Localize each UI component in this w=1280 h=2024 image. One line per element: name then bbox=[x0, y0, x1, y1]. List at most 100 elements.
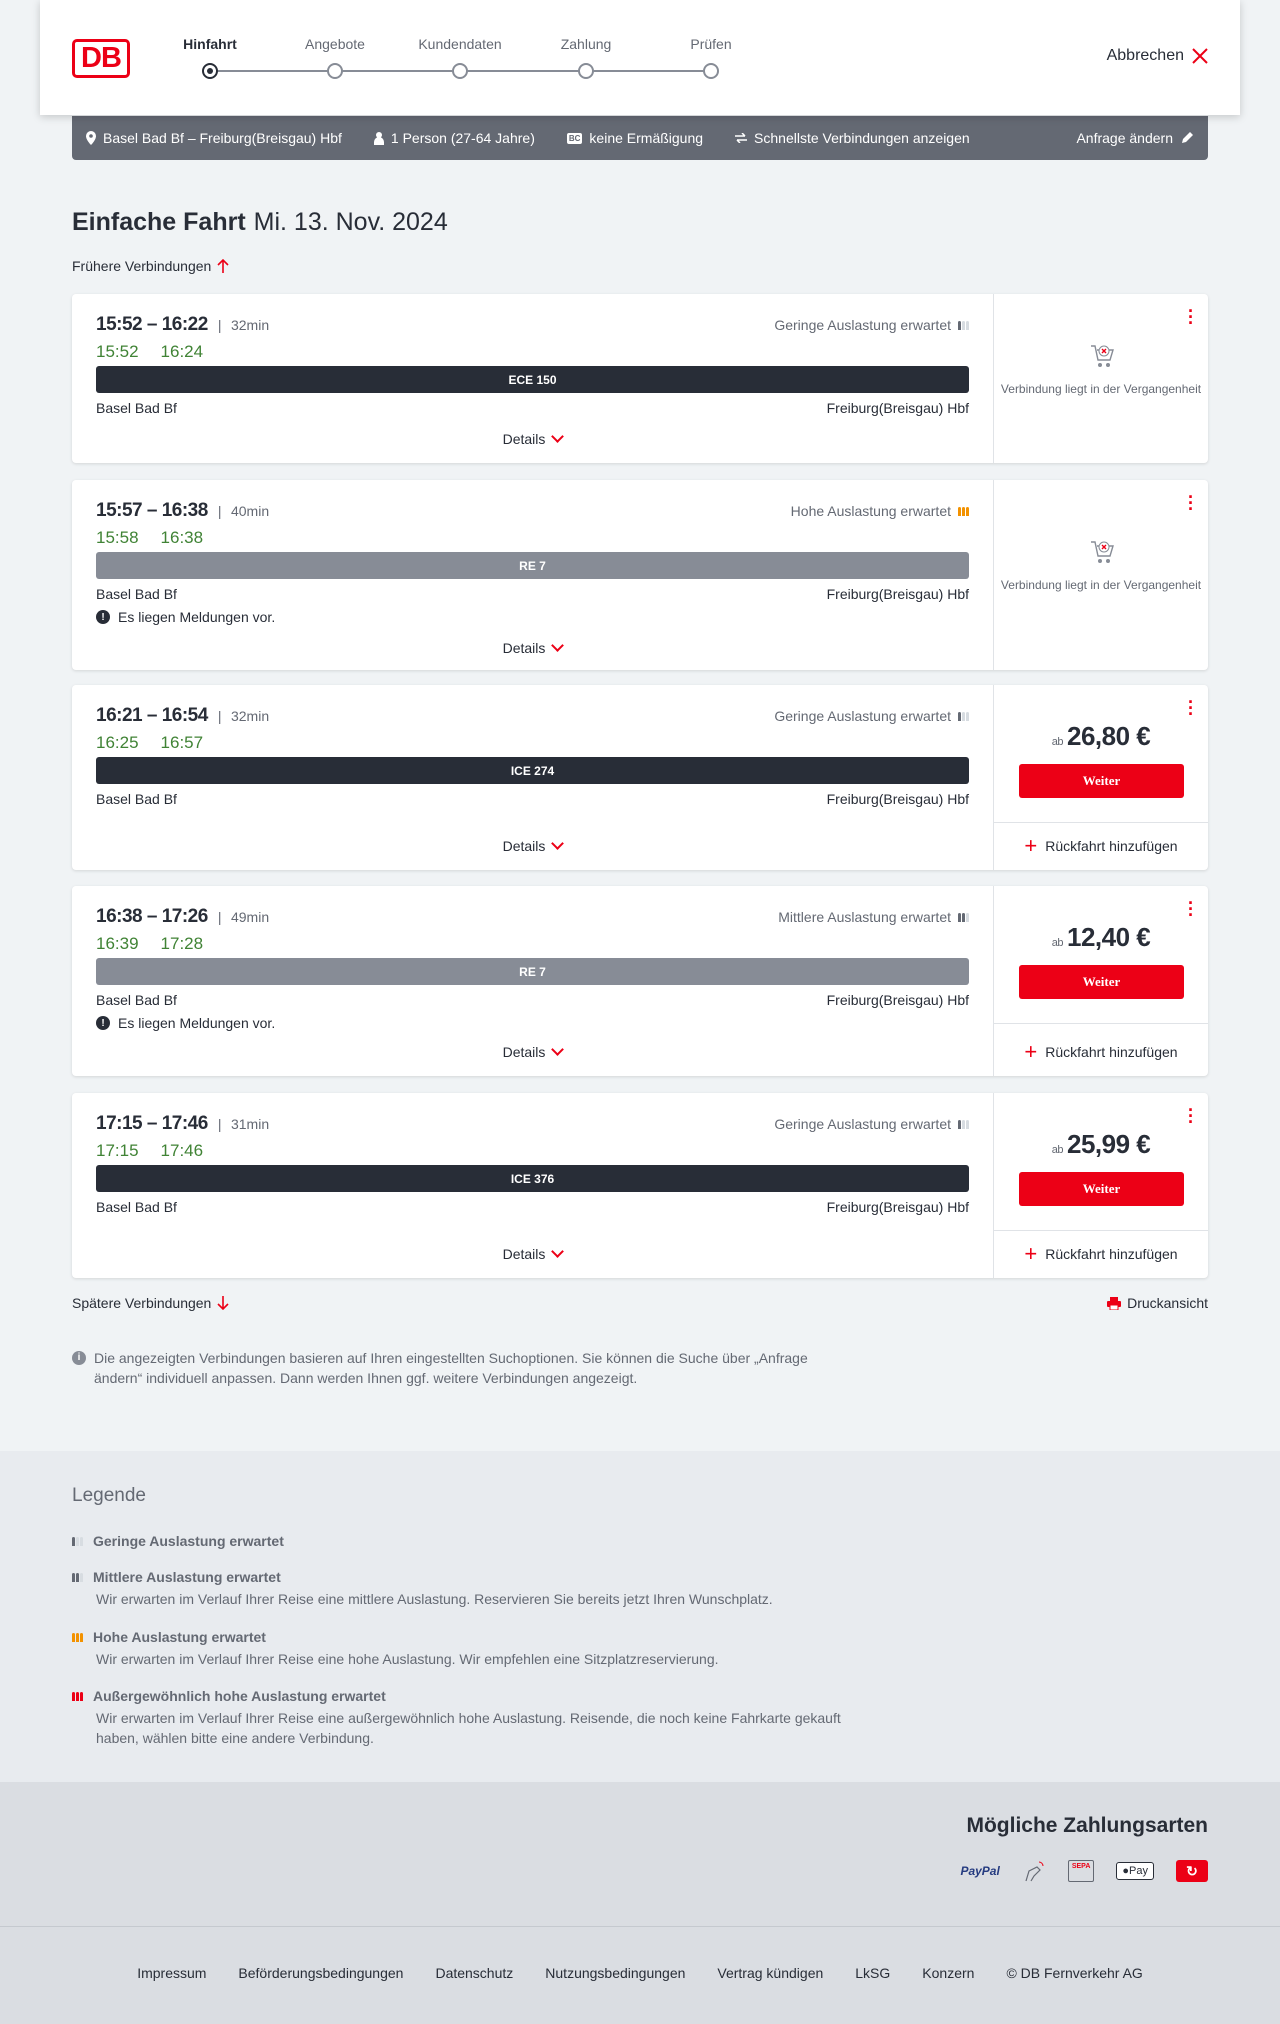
sepa-icon: SEPA bbox=[1067, 1860, 1095, 1882]
details-toggle[interactable]: Details bbox=[72, 639, 993, 656]
load-text: Mittlere Auslastung erwartet bbox=[778, 909, 951, 925]
continue-button[interactable]: Weiter bbox=[1019, 965, 1184, 999]
details-toggle[interactable]: Details bbox=[72, 1043, 993, 1060]
load-indicator: Geringe Auslastung erwartet bbox=[774, 708, 969, 724]
plus-icon: + bbox=[1024, 833, 1038, 858]
more-options-icon[interactable]: · · · bbox=[1188, 487, 1194, 519]
divider bbox=[994, 822, 1208, 823]
query-summary-bar: Basel Bad Bf – Freiburg(Breisgau) Hbf 1 … bbox=[72, 116, 1208, 160]
print-label: Druckansicht bbox=[1127, 1295, 1208, 1311]
load-indicator: Mittlere Auslastung erwartet bbox=[778, 909, 969, 925]
continue-button[interactable]: Weiter bbox=[1019, 764, 1184, 798]
alert-icon: ! bbox=[96, 610, 110, 624]
alert-icon: ! bbox=[96, 1016, 110, 1030]
realtime-arrival: 16:38 bbox=[160, 528, 204, 547]
details-toggle[interactable]: Details bbox=[72, 430, 993, 447]
exceptional-load-icon bbox=[72, 1691, 83, 1701]
scheduled-times: 15:57 – 16:38 bbox=[96, 500, 208, 521]
footer-link-datenschutz[interactable]: Datenschutz bbox=[435, 1965, 514, 1981]
load-level-icon bbox=[958, 506, 969, 516]
duration: 40min bbox=[230, 503, 270, 519]
realtime-times: 15:58 16:38 bbox=[96, 528, 203, 548]
footer-link-nutzung[interactable]: Nutzungsbedingungen bbox=[545, 1965, 686, 1981]
connection-card: 16:21 – 16:54 | 32min 16:25 16:57 Geringe A… bbox=[72, 685, 1208, 870]
query-person[interactable]: 1 Person (27-64 Jahre) bbox=[373, 130, 535, 146]
paypal-icon: PayPal bbox=[960, 1864, 999, 1878]
connection-card: 15:57 – 16:38 | 40min 15:58 16:38 Hohe Ausl… bbox=[72, 480, 1208, 670]
arrival-station: Freiburg(Breisgau) Hbf bbox=[826, 992, 969, 1008]
details-toggle[interactable]: Details bbox=[72, 837, 993, 854]
details-toggle[interactable]: Details bbox=[72, 1245, 993, 1262]
load-level-icon bbox=[958, 320, 969, 330]
train-bar[interactable]: ICE 376 bbox=[96, 1165, 969, 1192]
add-return-button[interactable]: + Rückfahrt hinzufügen bbox=[994, 1039, 1208, 1064]
db-logo[interactable]: DB bbox=[72, 39, 130, 78]
more-options-icon[interactable]: · · · bbox=[1188, 1100, 1194, 1132]
load-indicator: Hohe Auslastung erwartet bbox=[791, 503, 969, 519]
step-dot-active bbox=[202, 63, 218, 79]
footer-link-kuendigen[interactable]: Vertrag kündigen bbox=[717, 1965, 824, 1981]
plus-icon: + bbox=[1024, 1039, 1038, 1064]
realtime-times: 16:25 16:57 bbox=[96, 733, 203, 753]
continue-button[interactable]: Weiter bbox=[1019, 1172, 1184, 1206]
train-bar[interactable]: ECE 150 bbox=[96, 366, 969, 393]
earlier-connections-link[interactable]: Frühere Verbindungen bbox=[72, 258, 229, 274]
message-text: Es liegen Meldungen vor. bbox=[118, 1015, 276, 1031]
printer-icon bbox=[1107, 1296, 1122, 1310]
train-bar[interactable]: RE 7 bbox=[96, 552, 969, 579]
details-label: Details bbox=[502, 640, 546, 656]
footer-link-befoerderung[interactable]: Beförderungsbedingungen bbox=[238, 1965, 404, 1981]
load-level-icon bbox=[958, 1119, 969, 1129]
more-options-icon[interactable]: · · · bbox=[1188, 893, 1194, 925]
cart-unavailable-icon bbox=[1091, 344, 1114, 367]
scheduled-times: 16:21 – 16:54 bbox=[96, 705, 208, 726]
chevron-down-icon bbox=[551, 1043, 565, 1056]
step-dot bbox=[452, 63, 468, 79]
info-icon: i bbox=[72, 1351, 86, 1365]
scheduled-times: 16:38 – 17:26 bbox=[96, 906, 208, 927]
add-return-button[interactable]: + Rückfahrt hinzufügen bbox=[994, 1243, 1208, 1265]
query-route[interactable]: Basel Bad Bf – Freiburg(Breisgau) Hbf bbox=[86, 130, 342, 146]
load-level-icon bbox=[958, 711, 969, 721]
low-load-icon bbox=[72, 1536, 83, 1546]
realtime-arrival: 16:57 bbox=[160, 733, 204, 752]
add-return-button[interactable]: + Rückfahrt hinzufügen bbox=[994, 833, 1208, 858]
query-fastest[interactable]: Schnellste Verbindungen anzeigen bbox=[735, 130, 970, 146]
legend-item-title: Geringe Auslastung erwartet bbox=[93, 1533, 284, 1549]
connection-card: 17:15 – 17:46 | 31min 17:15 17:46 Geringe A… bbox=[72, 1093, 1208, 1278]
message-text: Es liegen Meldungen vor. bbox=[118, 609, 276, 625]
more-options-icon[interactable]: · · · bbox=[1188, 692, 1194, 724]
later-connections-link[interactable]: Spätere Verbindungen bbox=[72, 1295, 229, 1311]
legend-title: Legende bbox=[72, 1485, 146, 1506]
pencil-icon bbox=[1182, 132, 1193, 143]
close-icon bbox=[1192, 48, 1208, 64]
realtime-times: 15:52 16:24 bbox=[96, 342, 203, 362]
medium-load-icon bbox=[72, 1572, 83, 1582]
train-bar[interactable]: ICE 274 bbox=[96, 757, 969, 784]
realtime-departure: 16:25 bbox=[96, 733, 139, 752]
footer-link-impressum[interactable]: Impressum bbox=[137, 1965, 207, 1981]
query-discount[interactable]: BC keine Ermäßigung bbox=[566, 130, 703, 146]
print-view-link[interactable]: Druckansicht bbox=[1107, 1295, 1208, 1311]
footer-link-lksg[interactable]: LkSG bbox=[855, 1965, 891, 1981]
legend-item-high: Hohe Auslastung erwartet Wir erwarten im… bbox=[72, 1629, 852, 1669]
later-label: Spätere Verbindungen bbox=[72, 1295, 212, 1311]
step-dot bbox=[703, 63, 719, 79]
person-text: 1 Person (27-64 Jahre) bbox=[390, 130, 535, 146]
footer-link-konzern[interactable]: Konzern bbox=[922, 1965, 975, 1981]
load-text: Geringe Auslastung erwartet bbox=[774, 317, 951, 333]
more-options-icon[interactable]: · · · bbox=[1188, 301, 1194, 333]
cancel-button[interactable]: Abbrechen bbox=[1107, 47, 1208, 65]
step-kundendaten: Kundendaten bbox=[418, 36, 502, 52]
add-return-label: Rückfahrt hinzufügen bbox=[1045, 838, 1178, 854]
change-request-button[interactable]: Anfrage ändern bbox=[1076, 130, 1194, 146]
info-text: Die angezeigten Verbindungen basieren au… bbox=[94, 1350, 808, 1386]
train-bar[interactable]: RE 7 bbox=[96, 958, 969, 985]
price: ab 25,99 € bbox=[994, 1129, 1208, 1160]
step-hinfahrt: Hinfahrt bbox=[183, 36, 237, 52]
realtime-arrival: 17:28 bbox=[160, 934, 204, 953]
payment-title: Mögliche Zahlungsarten bbox=[966, 1814, 1208, 1837]
departure-station: Basel Bad Bf bbox=[96, 1199, 177, 1215]
realtime-departure: 15:58 bbox=[96, 528, 139, 547]
chevron-down-icon bbox=[551, 639, 565, 652]
